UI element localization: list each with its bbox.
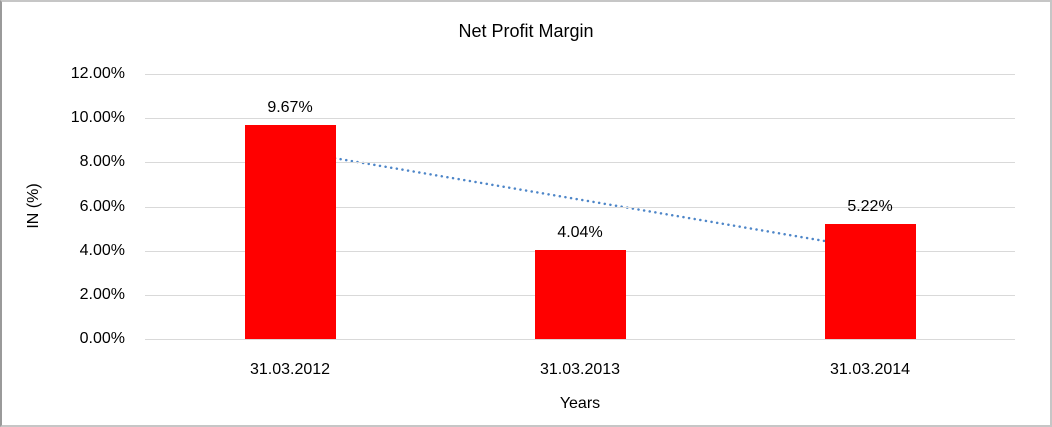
- y-tick-label: 12.00%: [70, 65, 125, 82]
- y-tick-label: 6.00%: [79, 197, 125, 215]
- gridline: [145, 74, 1015, 75]
- plot-area: 9.67% 4.04% 5.22%: [145, 74, 1015, 340]
- bar-data-label: 9.67%: [267, 99, 313, 117]
- trendline-layer: [288, 149, 872, 250]
- y-tick-label: 10.00%: [70, 109, 125, 127]
- x-axis-title: Years: [559, 395, 601, 412]
- trendline: [288, 149, 872, 250]
- bar: [824, 223, 916, 339]
- gridline: [145, 162, 1015, 164]
- x-category-label: 31.03.2013: [539, 361, 621, 378]
- x-category-label: 31.03.2012: [249, 361, 331, 378]
- bar: [534, 249, 626, 339]
- y-tick-label: 0.00%: [79, 330, 125, 347]
- gridline: [145, 118, 1015, 120]
- chart-title: Net Profit Margin: [458, 21, 594, 41]
- y-tick-label: 8.00%: [79, 153, 125, 171]
- bar-data-label: 4.04%: [557, 223, 603, 241]
- y-tick-label: 2.00%: [79, 285, 125, 303]
- gridline: [145, 339, 1015, 340]
- y-tick-label: 4.00%: [79, 241, 125, 259]
- bar: [244, 125, 336, 339]
- bar-data-label: 5.22%: [847, 197, 893, 215]
- x-category-label: 31.03.2014: [829, 361, 911, 378]
- gridline: [145, 206, 1015, 208]
